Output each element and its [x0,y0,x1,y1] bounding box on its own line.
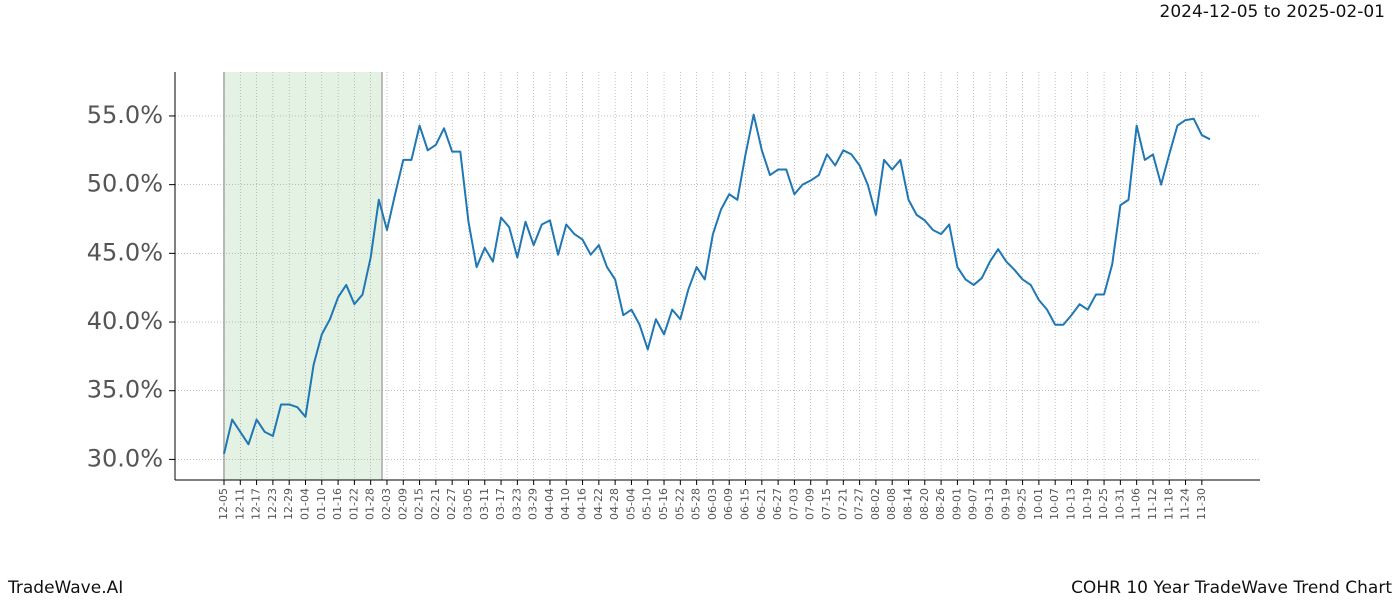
x-tick-label: 01-10 [315,488,328,520]
x-tick-label: 11-30 [1195,488,1208,520]
x-tick-label: 06-21 [755,488,768,520]
x-tick-label: 02-21 [429,488,442,520]
y-tick-label: 35.0% [87,376,163,404]
x-tick-label: 03-05 [461,488,474,520]
x-tick-label: 10-19 [1081,488,1094,520]
x-tick-label: 10-31 [1113,488,1126,520]
x-tick-label: 10-25 [1097,488,1110,520]
x-tick-label: 09-01 [950,488,963,520]
x-tick-label: 05-16 [657,488,670,520]
x-tick-label: 10-13 [1064,488,1077,520]
x-tick-label: 05-10 [641,488,654,520]
x-tick-label: 02-27 [445,488,458,520]
highlight-range [224,72,382,480]
x-tick-label: 05-22 [673,488,686,520]
chart-title: 2024-12-05 to 2025-02-01 [1160,2,1385,22]
x-tick-label: 01-16 [331,488,344,520]
x-tick-label: 03-17 [494,488,507,520]
x-tick-label: 07-27 [853,488,866,520]
x-tick-label: 08-08 [885,488,898,520]
caption: COHR 10 Year TradeWave Trend Chart [1071,578,1392,598]
x-tick-label: 11-18 [1162,488,1175,520]
x-tick-label: 09-25 [1016,488,1029,520]
x-tick-label: 12-11 [233,488,246,520]
x-tick-label: 12-05 [217,488,230,520]
y-tick-label: 55.0% [87,101,163,129]
x-tick-label: 06-03 [706,488,719,520]
x-tick-label: 09-13 [983,488,996,520]
x-tick-label: 03-23 [510,488,523,520]
x-tick-label: 04-10 [559,488,572,520]
x-tick-label: 07-09 [804,488,817,520]
x-tick-label: 08-20 [918,488,931,520]
x-tick-label: 12-23 [266,488,279,520]
y-tick-label: 45.0% [87,238,163,266]
source: TradeWave.AI [7,578,123,598]
x-tick-label: 10-07 [1048,488,1061,520]
x-tick-label: 04-04 [543,488,556,520]
x-tick-label: 03-29 [527,488,540,520]
x-tick-label: 11-24 [1179,488,1192,520]
x-tick-label: 12-29 [282,488,295,520]
x-tick-label: 11-12 [1146,488,1159,520]
x-tick-label: 11-06 [1130,488,1143,520]
x-tick-label: 08-26 [934,488,947,520]
x-tick-label: 07-21 [836,488,849,520]
trend-line [223,113,1211,455]
x-tick-label: 01-22 [347,488,360,520]
x-tick-label: 01-04 [298,488,311,520]
x-tick-label: 04-16 [576,488,589,520]
x-tick-label: 04-28 [608,488,621,520]
x-tick-label: 02-03 [380,488,393,520]
x-tick-label: 07-03 [787,488,800,520]
x-tick-label: 08-14 [901,488,914,520]
x-tick-label: 03-11 [478,488,491,520]
x-tick-label: 07-15 [820,488,833,520]
x-tick-label: 05-28 [690,488,703,520]
x-tick-label: 06-27 [771,488,784,520]
x-tick-label: 09-19 [999,488,1012,520]
x-tick-label: 04-22 [592,488,605,520]
x-tick-label: 10-01 [1032,488,1045,520]
y-tick-label: 30.0% [87,444,163,472]
x-tick-label: 01-28 [364,488,377,520]
x-tick-label: 02-15 [413,488,426,520]
x-tick-label: 06-09 [722,488,735,520]
x-tick-label: 06-15 [739,488,752,520]
x-tick-label: 08-02 [869,488,882,520]
y-tick-label: 40.0% [87,307,163,335]
y-tick-label: 50.0% [87,170,163,198]
x-tick-label: 12-17 [250,488,263,520]
x-tick-label: 02-09 [396,488,409,520]
x-tick-label: 09-07 [967,488,980,520]
x-tick-label: 05-04 [624,488,637,520]
